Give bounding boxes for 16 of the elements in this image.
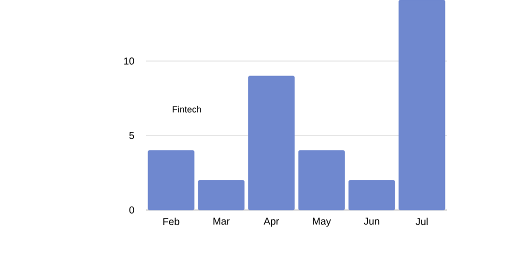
y-tick-label: 5	[129, 132, 134, 140]
bar	[298, 150, 345, 210]
bar	[348, 180, 396, 210]
bar	[248, 76, 295, 210]
x-tick-label: Apr	[264, 218, 280, 227]
bar	[398, 0, 446, 210]
x-tick-label: Jun	[364, 218, 380, 225]
y-tick-label: 10	[124, 58, 134, 65]
bar	[198, 180, 245, 210]
y-tick-label: 0	[129, 206, 134, 214]
x-tick-label: May	[312, 218, 331, 227]
x-tick-label: Feb	[163, 218, 180, 226]
x-tick-label: Jul	[416, 218, 428, 226]
x-tick-label: Mar	[213, 218, 230, 225]
bar	[148, 150, 194, 210]
annotation: Fintech	[172, 106, 201, 112]
